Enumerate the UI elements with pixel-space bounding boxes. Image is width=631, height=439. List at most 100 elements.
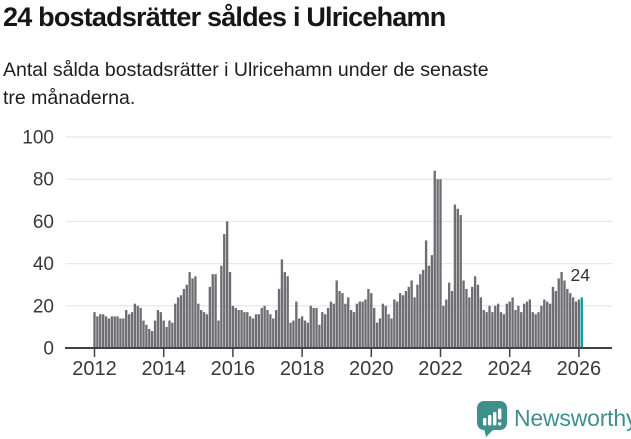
- y-axis-tick-label: 20: [33, 296, 54, 317]
- bar: [243, 312, 246, 348]
- bar: [453, 204, 457, 348]
- bar: [560, 272, 563, 348]
- newsworthy-branding: Newsworthy: [476, 399, 631, 438]
- bar: [381, 303, 385, 348]
- bar: [367, 288, 370, 348]
- bar: [93, 312, 96, 348]
- bar: [491, 312, 494, 348]
- bar: [494, 305, 497, 348]
- bar: [251, 318, 255, 348]
- bar: [465, 288, 468, 348]
- bar: [303, 320, 307, 348]
- bar: [442, 305, 445, 348]
- bar: [341, 293, 344, 348]
- bar: [335, 280, 338, 348]
- bar: [194, 276, 197, 348]
- bar: [364, 299, 367, 348]
- x-axis-tick-label: 2012: [72, 358, 117, 380]
- bar: [517, 305, 520, 348]
- bar: [139, 307, 142, 348]
- bar: [298, 318, 301, 348]
- bar: [214, 274, 217, 348]
- bar: [107, 318, 111, 348]
- y-axis-tick-label: 80: [33, 170, 54, 191]
- bar: [344, 303, 347, 348]
- bar: [430, 255, 434, 348]
- bar: [349, 310, 353, 348]
- bar: [223, 234, 226, 348]
- bar: [479, 297, 483, 348]
- bar: [274, 310, 278, 348]
- bar: [191, 278, 194, 348]
- bar: [101, 314, 105, 348]
- bar: [225, 221, 229, 348]
- bar: [468, 297, 471, 348]
- bar: [150, 331, 154, 348]
- y-axis-tick-label: 100: [22, 128, 54, 149]
- bar: [410, 280, 413, 348]
- bar: [424, 240, 428, 348]
- x-axis-tick-label: 2026: [557, 358, 602, 380]
- bar: [200, 310, 203, 348]
- bar: [165, 326, 168, 348]
- bar: [246, 312, 249, 348]
- subtitle-line-1: Antal sålda bostadsrätter i Ulricehamn u…: [3, 59, 489, 81]
- bar: [237, 310, 240, 348]
- bar: [358, 301, 361, 348]
- bar: [496, 303, 500, 348]
- bar: [202, 312, 206, 348]
- bar: [508, 301, 511, 348]
- bar: [543, 299, 546, 348]
- bar: [370, 293, 373, 348]
- bar: [574, 301, 578, 348]
- bar: [156, 310, 160, 348]
- bar: [122, 318, 125, 348]
- bar: [459, 215, 462, 348]
- bar: [476, 284, 480, 348]
- bar: [548, 303, 552, 348]
- bar: [361, 301, 364, 348]
- bar: [563, 280, 566, 348]
- chart-subtitle: Antal sålda bostadsrätter i Ulricehamn u…: [3, 56, 489, 112]
- bar: [522, 303, 526, 348]
- bar: [329, 301, 333, 348]
- x-axis-tick-label: 2018: [280, 358, 325, 380]
- bar: [159, 312, 162, 348]
- bar: [384, 305, 387, 348]
- bar: [130, 312, 134, 348]
- bar: [525, 301, 529, 348]
- bar: [300, 316, 304, 348]
- highlighted-bar: [580, 297, 583, 348]
- brand-name: Newsworthy: [514, 405, 631, 431]
- bar: [231, 305, 235, 348]
- bar: [272, 318, 275, 348]
- bar: [436, 179, 439, 348]
- bar: [171, 322, 174, 348]
- bar: [347, 297, 350, 348]
- page-title: 24 bostadsrätter såldes i Ulricehamn: [3, 2, 446, 32]
- bar: [142, 320, 145, 348]
- bar: [110, 316, 113, 348]
- bar: [439, 179, 442, 348]
- x-axis-tick-label: 2020: [349, 358, 394, 380]
- bar: [280, 259, 284, 348]
- bar: [323, 314, 327, 348]
- bar: [286, 276, 289, 348]
- bar: [263, 305, 266, 348]
- bar: [462, 280, 465, 348]
- bar: [312, 307, 315, 348]
- bar: [257, 314, 261, 348]
- bar: [485, 312, 488, 348]
- bar: [352, 312, 356, 348]
- bar: [447, 282, 451, 348]
- bar: [488, 305, 491, 348]
- bar: [295, 301, 298, 348]
- bar: [217, 320, 220, 348]
- bar: [113, 316, 116, 348]
- bar: [569, 293, 572, 348]
- bar: [269, 314, 272, 348]
- bar: [566, 288, 569, 348]
- bar: [416, 284, 419, 348]
- bar: [283, 272, 286, 348]
